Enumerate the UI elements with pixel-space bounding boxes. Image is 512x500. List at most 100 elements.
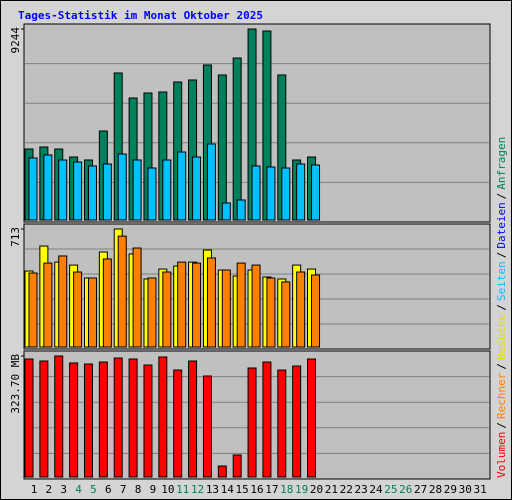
bar	[24, 358, 34, 478]
bar	[28, 157, 38, 221]
bar	[147, 277, 157, 348]
x-tick-label: 1	[31, 483, 38, 496]
legend-separator: /	[495, 422, 508, 429]
bar	[54, 355, 64, 478]
x-tick-label: 5	[90, 483, 97, 496]
bar	[87, 277, 97, 348]
x-tick-label: 20	[310, 483, 323, 496]
bar	[117, 153, 127, 221]
bar	[236, 199, 246, 221]
x-tick-label: 14	[221, 483, 235, 496]
bar	[73, 271, 83, 348]
y-tick-label: 323.70 MB	[9, 354, 22, 414]
legend-separator: /	[495, 252, 508, 259]
bar	[311, 274, 321, 348]
legend-entry: Seiten	[495, 261, 508, 301]
x-tick-label: 30	[459, 483, 472, 496]
x-tick-label: 24	[369, 483, 383, 496]
bar	[232, 57, 242, 221]
x-tick-label: 23	[355, 483, 368, 496]
bar	[113, 357, 123, 478]
panel	[23, 350, 491, 480]
bar	[307, 358, 317, 478]
x-tick-label: 25	[384, 483, 397, 496]
x-tick-label: 16	[250, 483, 263, 496]
x-tick-label: 29	[444, 483, 457, 496]
bar	[221, 269, 231, 348]
bar	[143, 364, 153, 478]
legend-entry: Volumen	[495, 432, 508, 478]
bar	[266, 277, 276, 348]
bar	[192, 262, 202, 348]
bar	[296, 271, 306, 348]
legend-separator: /	[495, 304, 508, 311]
bar	[206, 257, 216, 348]
bar	[132, 247, 142, 348]
x-tick-label: 26	[399, 483, 412, 496]
x-tick-label: 4	[75, 483, 82, 496]
bar	[247, 367, 257, 478]
bar	[232, 454, 242, 478]
bar	[177, 261, 187, 348]
legend: Volumen / Rechner / Besuche / Seiten / Dateien / A…	[495, 137, 508, 478]
bar	[28, 272, 38, 348]
x-tick-label: 8	[135, 483, 142, 496]
bar	[296, 163, 306, 221]
bar	[217, 465, 227, 478]
bar	[311, 164, 321, 221]
legend-separator: /	[495, 363, 508, 370]
x-tick-label: 6	[105, 483, 112, 496]
x-tick-label: 18	[280, 483, 293, 496]
x-tick-label: 13	[206, 483, 219, 496]
bar	[202, 375, 212, 478]
x-tick-label: 15	[236, 483, 249, 496]
legend-separator: /	[495, 193, 508, 200]
bar	[162, 271, 172, 348]
bar	[217, 74, 227, 221]
x-tick-label: 31	[473, 483, 486, 496]
bar	[87, 165, 97, 221]
bar	[83, 363, 93, 478]
bar	[266, 166, 276, 221]
x-tick-label: 11	[176, 483, 189, 496]
bar	[236, 262, 246, 348]
bar	[192, 156, 202, 221]
legend-entry: Anfragen	[495, 137, 508, 190]
x-tick-label: 10	[161, 483, 174, 496]
bar	[281, 281, 291, 348]
bar	[292, 365, 302, 478]
x-tick-label: 21	[325, 483, 338, 496]
bar	[73, 161, 83, 221]
x-tick-label: 27	[414, 483, 427, 496]
bar	[251, 264, 261, 348]
bar	[251, 165, 261, 221]
bar	[262, 361, 272, 478]
bar	[281, 167, 291, 221]
bar	[277, 369, 287, 478]
bar	[177, 151, 187, 221]
bar	[98, 361, 108, 478]
x-tick-label: 7	[120, 483, 127, 496]
x-tick-label: 28	[429, 483, 442, 496]
bar	[132, 159, 142, 221]
bar	[173, 369, 183, 478]
x-tick-label: 22	[340, 483, 353, 496]
y-tick-label: 713	[9, 227, 22, 247]
legend-entry: Besuche	[495, 314, 508, 360]
x-tick-label: 3	[60, 483, 67, 496]
bar	[102, 258, 112, 348]
legend-entry: Rechner	[495, 372, 508, 419]
bar	[221, 202, 231, 221]
x-tick-label: 17	[265, 483, 278, 496]
bar	[102, 163, 112, 221]
bar	[58, 159, 68, 221]
y-tick-label: 9244	[9, 27, 22, 54]
bar	[206, 143, 216, 221]
bar	[162, 159, 172, 221]
chart-title: Tages-Statistik im Monat Oktober 2025	[18, 9, 263, 22]
bar	[43, 262, 53, 348]
x-tick-label: 12	[191, 483, 204, 496]
x-tick-label: 9	[150, 483, 157, 496]
